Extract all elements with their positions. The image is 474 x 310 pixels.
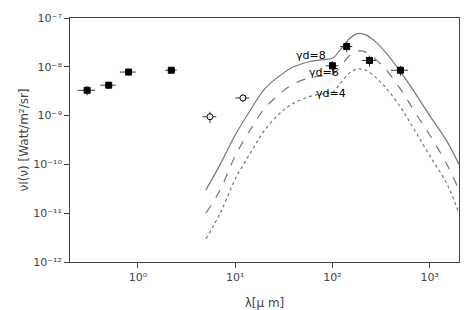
svg-text:γd=6: γd=6	[309, 66, 339, 79]
svg-text:10⁻¹⁰: 10⁻¹⁰	[33, 158, 62, 171]
svg-text:10⁻⁸: 10⁻⁸	[38, 61, 63, 74]
svg-text:10⁻⁷: 10⁻⁷	[38, 12, 62, 25]
svg-text:λ[μ m]: λ[μ m]	[245, 296, 285, 310]
svg-text:10⁰: 10⁰	[129, 271, 148, 284]
svg-text:10⁻⁹: 10⁻⁹	[38, 109, 62, 122]
svg-text:10³: 10³	[421, 271, 439, 284]
svg-text:10⁻¹¹: 10⁻¹¹	[33, 207, 62, 220]
svg-text:10⁻¹²: 10⁻¹²	[33, 256, 62, 269]
svg-text:νI(ν) [Watt/m²/sr]: νI(ν) [Watt/m²/sr]	[17, 88, 31, 191]
svg-text:10²: 10²	[323, 271, 341, 284]
svg-text:γd=8: γd=8	[296, 49, 326, 62]
svg-text:10¹: 10¹	[226, 271, 244, 284]
svg-text:γd=4: γd=4	[316, 87, 346, 100]
